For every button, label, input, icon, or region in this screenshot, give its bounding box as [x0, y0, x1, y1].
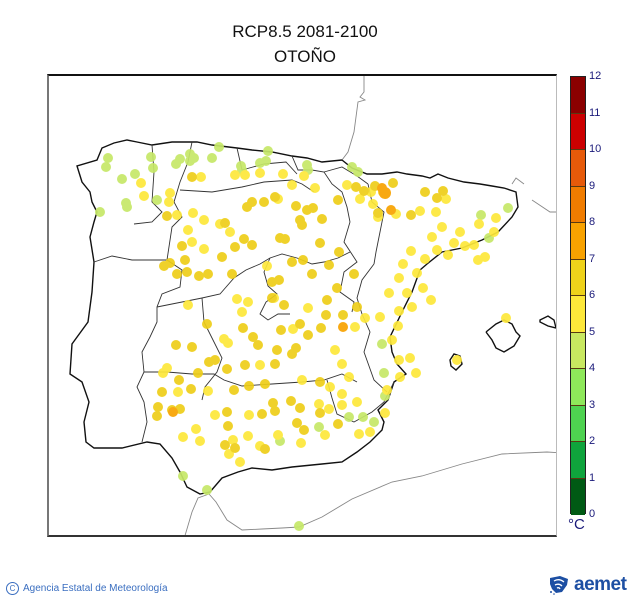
map-panel	[47, 74, 557, 537]
colorbar-bin-1-2	[571, 442, 585, 479]
colorbar-tick: 10	[589, 143, 602, 155]
colorbar-bin-8-9	[571, 186, 585, 223]
colorbar-bin-4-5	[571, 332, 585, 369]
coastline-neighbours	[184, 76, 556, 535]
colorbar-tick: 5	[589, 326, 596, 338]
agency-name: Agencia Estatal de Meteorología	[23, 583, 168, 594]
colorbar-tick: 11	[589, 107, 601, 119]
colorbar-tick: 9	[589, 180, 596, 192]
colorbar-bin-3-4	[571, 369, 585, 406]
colorbar-tick: 1	[589, 472, 596, 484]
colorbar-bin-0-1	[571, 478, 585, 515]
colorbar-bin-7-8	[571, 223, 585, 260]
colorbar-tick: 3	[589, 399, 596, 411]
colorbar-bin-10-11	[571, 113, 585, 150]
colorbar-tick: 6	[589, 289, 596, 301]
aemet-logo-icon	[550, 576, 568, 595]
map-title: RCP8.5 2081-2100	[232, 22, 378, 41]
coastline-iberia	[69, 139, 556, 495]
colorbar-unit: °C	[568, 516, 585, 533]
iberia-map	[69, 76, 556, 535]
map-subtitle-season: OTOÑO	[273, 47, 337, 66]
copyright-notice: C Agencia Estatal de Meteorología	[6, 582, 168, 595]
colorbar-tick: 2	[589, 435, 596, 447]
colorbar	[570, 76, 586, 515]
colorbar-bin-11-12	[571, 77, 585, 114]
colorbar-bin-5-6	[571, 296, 585, 333]
aemet-logo-text: aemet	[574, 574, 627, 595]
copyright-icon: C	[6, 582, 19, 595]
colorbar-bin-9-10	[571, 150, 585, 187]
aemet-logo: aemet	[548, 574, 627, 596]
colorbar-tick: 12	[589, 70, 602, 82]
station-dots	[95, 142, 513, 531]
colorbar-tick: 4	[589, 362, 596, 374]
colorbar-bin-6-7	[571, 259, 585, 296]
colorbar-tick: 0	[589, 508, 596, 520]
colorbar-tick: 7	[589, 253, 596, 265]
colorbar-bin-2-3	[571, 405, 585, 442]
colorbar-tick: 8	[589, 216, 596, 228]
